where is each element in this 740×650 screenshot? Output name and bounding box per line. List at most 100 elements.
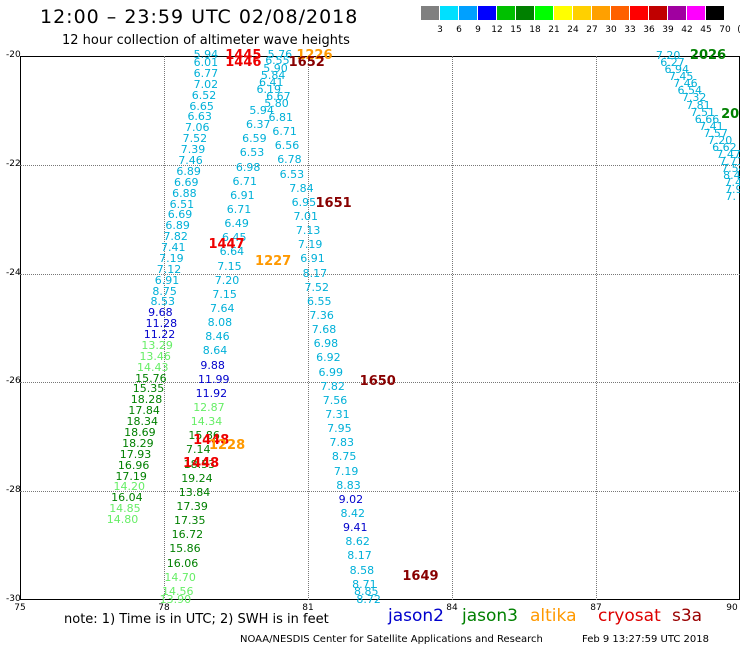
- wave-height-value: 14.85: [109, 502, 141, 516]
- wave-height-value: 8.17: [302, 266, 328, 280]
- wave-height-value: 7.95: [327, 422, 352, 436]
- wave-height-value: 17.35: [174, 514, 206, 528]
- legend-label: 12: [491, 25, 503, 35]
- wave-height-value: 7.4: [724, 176, 740, 190]
- legend-swatch: [649, 6, 667, 20]
- legend-label: (ft): [735, 25, 740, 35]
- wave-height-value: 13.84: [178, 485, 211, 499]
- wave-height-value: 15.86: [188, 429, 220, 443]
- wave-height-value: 6.69: [167, 208, 193, 222]
- wave-height-value: 7.54: [721, 162, 740, 176]
- chart-title: 12:00 – 23:59 UTC 02/08/2018: [40, 6, 359, 28]
- wave-height-value: 7.41: [699, 119, 724, 133]
- wave-height-value: 6.19: [256, 82, 282, 96]
- wave-height-value: 6.81: [268, 111, 294, 125]
- legend-label: 24: [567, 25, 579, 35]
- latitude-label: -22: [6, 158, 21, 169]
- wave-height-value: 7.46: [178, 153, 203, 167]
- wave-height-value: 18.53: [183, 457, 216, 471]
- wave-height-value: 6.98: [235, 160, 261, 174]
- pass-time-label: 2026: [689, 48, 727, 63]
- wave-height-value: 7.84: [289, 181, 314, 195]
- wave-height-value: 6.91: [230, 188, 255, 202]
- legend-label: 42: [681, 25, 693, 35]
- legend-label: 15: [510, 25, 522, 35]
- satellite-name-jason2: jason2: [388, 606, 444, 626]
- wave-height-value: 7.19: [297, 238, 323, 252]
- wave-height-value: 14.70: [164, 570, 196, 584]
- latitude-label: -24: [6, 267, 21, 278]
- wave-height-value: 8.64: [202, 344, 228, 358]
- wave-height-value: 8.46: [723, 169, 740, 183]
- wave-height-value: 7.81: [686, 98, 711, 112]
- wave-height-value: 6.69: [174, 175, 199, 189]
- wave-height-value: 6.66: [694, 112, 720, 126]
- satellite-name-jason3: jason3: [462, 606, 518, 626]
- parallel-gridline: [20, 382, 740, 384]
- wave-height-value: 6.37: [246, 118, 271, 132]
- wave-height-value: 17.39: [176, 499, 208, 513]
- wave-height-value: 6.71: [226, 202, 252, 216]
- wave-height-value: 11.28: [145, 317, 178, 331]
- wave-height-value: 18.34: [126, 415, 158, 429]
- legend-label: 18: [529, 25, 541, 35]
- legend-swatch: [706, 6, 724, 20]
- wave-height-value: 15.76: [135, 371, 167, 385]
- wave-height-value: 6.88: [172, 186, 197, 200]
- wave-height-value: 8.42: [340, 507, 366, 521]
- wave-height-value: 6.92: [316, 351, 341, 365]
- wave-height-value: 6.99: [318, 365, 343, 379]
- legend-label: 70: [719, 25, 731, 35]
- wave-height-value: 7.52: [304, 280, 330, 294]
- wave-height-value: 6.27: [660, 56, 685, 70]
- wave-height-value: 7.20: [655, 49, 681, 62]
- wave-height-value: 7.20: [214, 273, 240, 287]
- satellite-name-altika: altika: [530, 606, 577, 626]
- longitude-label: 90: [726, 603, 738, 613]
- wave-height-value: 13.46: [139, 349, 171, 363]
- legend-swatch: [497, 6, 515, 20]
- wave-height-value: 7.82: [320, 379, 345, 393]
- longitude-label: 84: [446, 603, 458, 613]
- longitude-label: 87: [590, 603, 602, 613]
- wave-height-value: 7.36: [309, 309, 334, 323]
- legend-label: 9: [475, 25, 481, 35]
- wave-height-value: 8.75: [152, 284, 177, 298]
- wave-height-value: 8.46: [205, 330, 230, 344]
- wave-height-value: 13.29: [141, 338, 173, 352]
- wave-height-value: 17.84: [128, 404, 160, 418]
- wave-height-value: 7.45: [668, 70, 694, 84]
- wave-height-value: 6.91: [300, 252, 325, 266]
- generated-timestamp: Feb 9 13:27:59 UTC 2018: [582, 634, 709, 645]
- wave-height-value: 6.98: [313, 337, 339, 351]
- wave-height-value: 11.99: [198, 372, 230, 386]
- wave-height-value: 7.56: [322, 393, 348, 407]
- longitude-label: 75: [14, 603, 26, 613]
- legend-swatch: [478, 6, 496, 20]
- wave-height-value: 6.94: [664, 63, 690, 77]
- wave-height-value: 5.84: [260, 68, 286, 82]
- wave-height-value: 6.53: [239, 146, 265, 160]
- wave-height-value: 15.86: [169, 542, 201, 556]
- wave-height-value: 8.71: [352, 577, 377, 591]
- pass-time-label: 1226: [296, 48, 333, 63]
- wave-height-value: 8.17: [347, 549, 372, 563]
- wave-height-value: 14.56: [162, 584, 194, 598]
- wave-height-value: 12.87: [193, 400, 225, 414]
- legend-swatch: [611, 6, 629, 20]
- pass-time-label: 1650: [359, 374, 396, 390]
- legend-label: 33: [624, 25, 636, 35]
- chart-subtitle: 12 hour collection of altimeter wave hei…: [62, 33, 350, 48]
- wave-height-value: 7.71: [719, 155, 740, 169]
- legend-label: 36: [643, 25, 655, 35]
- wave-height-value: 7.19: [159, 251, 184, 265]
- legend-swatch: [592, 6, 610, 20]
- wave-height-value: 6.71: [232, 174, 258, 188]
- legend-swatch: [554, 6, 572, 20]
- wave-height-value: 6.53: [279, 167, 305, 181]
- legend-swatch: [459, 6, 477, 20]
- pass-time-label: 1228: [208, 438, 246, 454]
- wave-height-value: 18.28: [130, 393, 163, 407]
- pass-time-label: 1448: [193, 432, 230, 448]
- latitude-label: -28: [6, 485, 21, 496]
